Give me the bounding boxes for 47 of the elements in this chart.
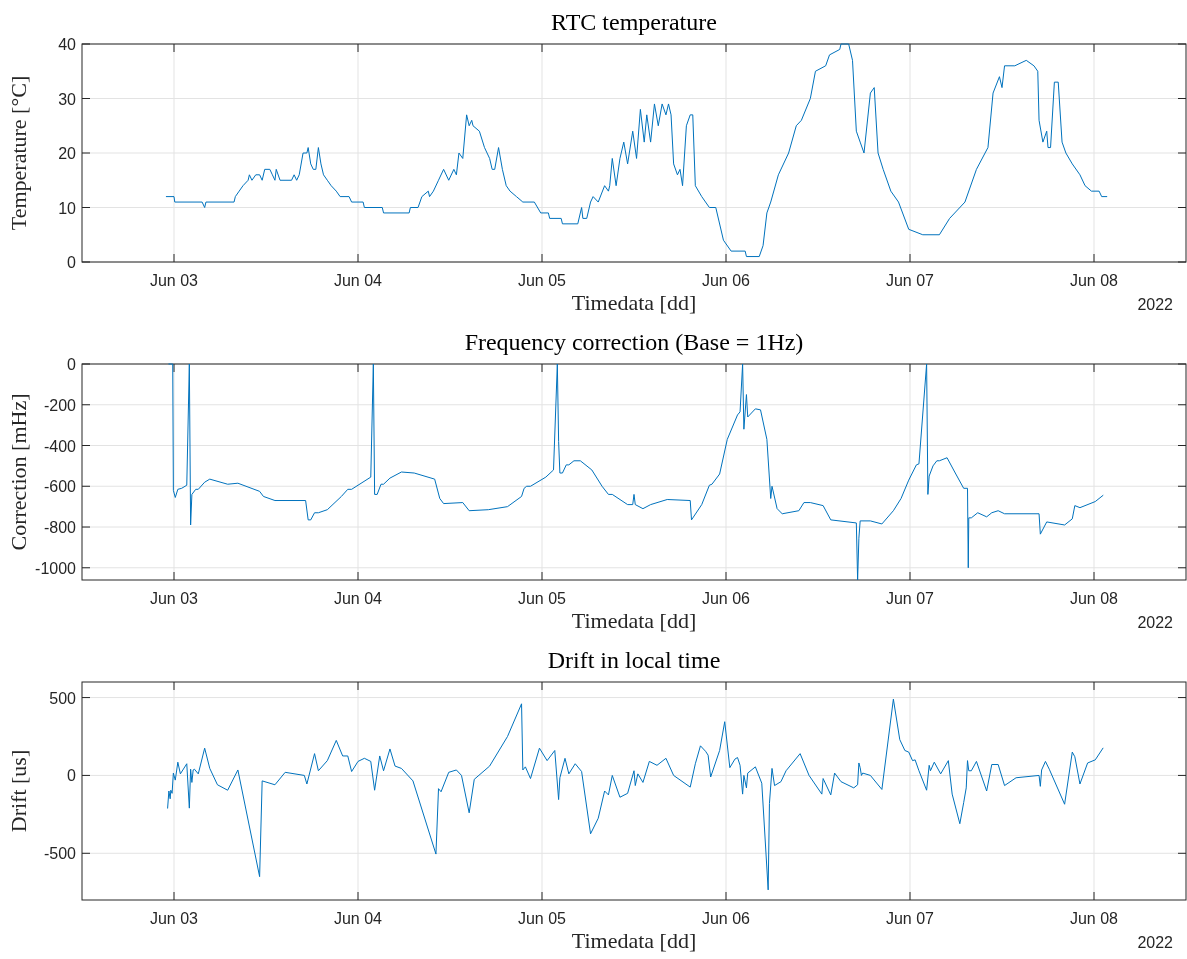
text: 2022 [1137, 614, 1174, 631]
x-axis-title: Timedata [dd] [571, 290, 697, 315]
y-tick-label: 500 [49, 689, 77, 707]
text: 2022 [1137, 934, 1174, 951]
line-series [167, 698, 1104, 891]
x-tick-label: Jun 05 [517, 272, 567, 289]
line-series [165, 43, 1108, 258]
y-tick-label: -400 [43, 437, 77, 455]
x-axis-title: Timedata [dd] [571, 608, 697, 633]
x-tick-label: Jun 08 [1069, 910, 1119, 927]
x-tick-label: Jun 04 [333, 910, 383, 927]
chart-title: Frequency correction (Base = 1Hz) [464, 329, 804, 355]
y-tick-label: 20 [58, 145, 77, 162]
y-tick-label: 0 [67, 767, 77, 785]
y-tick-label: -800 [43, 519, 77, 537]
y-axis-title: Drift [us] [6, 749, 31, 833]
x-tick-label: Jun 07 [885, 590, 935, 607]
chart-title: Drift in local time [547, 647, 721, 673]
y-tick-label: 0 [67, 356, 77, 373]
x-tick-label: Jun 06 [701, 910, 751, 927]
x-tick-label: Jun 05 [517, 590, 567, 607]
x-tick-label: Jun 03 [149, 910, 199, 927]
y-tick-label: 30 [58, 90, 77, 108]
x-tick-label: Jun 06 [701, 590, 751, 607]
y-tick-label: -500 [43, 845, 77, 863]
y-tick-label: -200 [43, 396, 77, 414]
x-tick-label: Jun 06 [701, 272, 751, 289]
x-tick-label: Jun 08 [1069, 272, 1119, 289]
x-axis-title: Timedata [dd] [571, 928, 697, 953]
x-tick-label: Jun 03 [149, 272, 199, 289]
y-tick-label: 10 [58, 199, 77, 217]
line-series [168, 363, 1104, 581]
y-tick-label: 40 [58, 36, 77, 53]
x-tick-label: Jun 04 [333, 590, 383, 607]
y-tick-label: -1000 [35, 559, 77, 577]
chart-title: RTC temperature [551, 9, 717, 35]
text: 2022 [1137, 296, 1174, 313]
x-tick-label: Jun 03 [149, 590, 199, 607]
x-tick-label: Jun 05 [517, 910, 567, 927]
x-tick-label: Jun 08 [1069, 590, 1119, 607]
y-axis-title: Correction [mHz] [6, 393, 31, 551]
y-axis-title: Temperature [°C] [6, 75, 31, 231]
x-tick-label: Jun 07 [885, 272, 935, 289]
x-tick-label: Jun 07 [885, 910, 935, 927]
y-tick-label: 0 [67, 254, 77, 271]
y-tick-label: -600 [43, 478, 77, 496]
x-tick-label: Jun 04 [333, 272, 383, 289]
